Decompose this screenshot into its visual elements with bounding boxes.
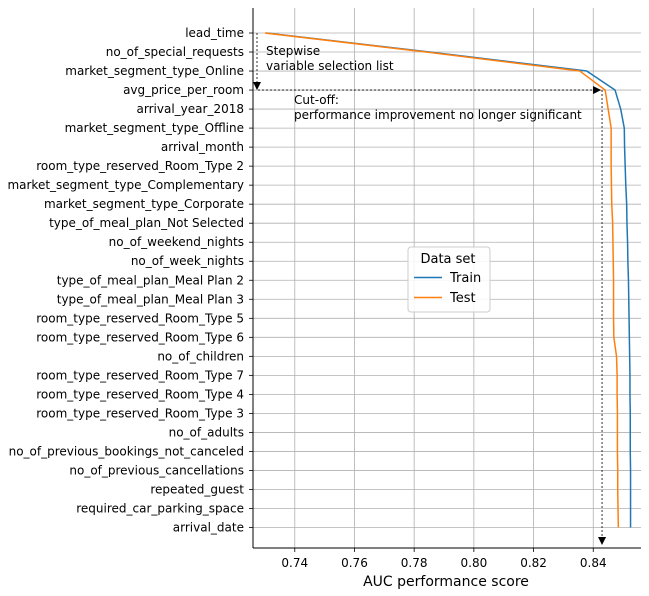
series-line-test [264,32,620,528]
x-tick-label-0-84: 0.84 [580,556,607,570]
y-tick-label-market-segment-type-offline: market_segment_type_Offline [65,121,244,135]
x-tick-label-0-82: 0.82 [520,556,547,570]
series-line-train [266,32,632,528]
x-tick-label-0-76: 0.76 [341,556,368,570]
y-tick-label-no-of-previous-cancellations: no_of_previous_cancellations [69,463,244,477]
y-tick-label-market-segment-type-complementary: market_segment_type_Complementary [7,178,244,192]
y-tick-label-arrival-date: arrival_date [173,521,244,535]
x-tick-label-0-74: 0.74 [281,556,308,570]
x-tick-label-0-78: 0.78 [401,556,428,570]
annotation-cutoff-line-2: performance improvement no longer signif… [294,108,582,122]
y-tick-label-no-of-adults: no_of_adults [169,425,244,439]
x-axis-label: AUC performance score [363,574,529,590]
y-tick-label-room-type-reserved-room-type-4: room_type_reserved_Room_Type 4 [36,387,244,401]
y-tick-label-room-type-reserved-room-type-3: room_type_reserved_Room_Type 3 [36,406,244,420]
y-tick-label-repeated-guest: repeated_guest [150,482,244,496]
y-axis-ticks: lead_time no_of_special_requests market_se… [7,26,253,535]
y-tick-label-room-type-reserved-room-type-7: room_type_reserved_Room_Type 7 [36,368,244,382]
y-tick-label-no-of-special-requests: no_of_special_requests [106,45,244,59]
legend-title: Data set [420,252,475,267]
y-tick-label-no-of-weekend-nights: no_of_weekend_nights [109,235,244,249]
y-tick-label-arrival-year-2018: arrival_year_2018 [137,102,244,116]
y-tick-label-market-segment-type-corporate: market_segment_type_Corporate [44,197,244,211]
legend-frame [407,246,491,313]
y-tick-label-lead-time: lead_time [185,26,244,40]
legend-label-test: Test [449,291,476,306]
y-tick-label-no-of-week-nights: no_of_week_nights [131,254,244,268]
series-lines [264,32,632,528]
y-tick-label-market-segment-type-online: market_segment_type_Online [65,64,244,78]
x-axis-ticks: 0.74 0.76 0.78 0.80 0.82 0.84 [281,548,607,570]
y-tick-label-room-type-reserved-room-type-5: room_type_reserved_Room_Type 5 [36,311,244,325]
y-tick-label-type-of-meal-plan-meal-plan-2: type_of_meal_plan_Meal Plan 2 [57,273,244,287]
y-tick-label-avg-price-per-room: avg_price_per_room [123,83,244,97]
axes-spines [252,8,641,549]
annotation-stepwise-line-1: Stepwise [266,44,320,58]
y-tick-label-type-of-meal-plan-not-selected: type_of_meal_plan_Not Selected [49,216,244,230]
y-tick-label-no-of-previous-bookings-not-canceled: no_of_previous_bookings_not_canceled [9,444,244,458]
y-tick-label-type-of-meal-plan-meal-plan-3: type_of_meal_plan_Meal Plan 3 [57,292,244,306]
y-tick-label-room-type-reserved-room-type-6: room_type_reserved_Room_Type 6 [36,330,244,344]
annotation-cutoff-line-1: Cut-off: [294,93,339,107]
legend-label-train: Train [449,271,481,286]
x-tick-label-0-80: 0.80 [461,556,488,570]
y-tick-label-no-of-children: no_of_children [157,349,244,363]
annotation-stepwise-line-2: variable selection list [266,59,394,73]
y-tick-label-required-car-parking-space: required_car_parking_space [76,502,244,516]
y-tick-label-room-type-reserved-room-type-2: room_type_reserved_Room_Type 2 [36,159,244,173]
y-tick-label-arrival-month: arrival_month [161,140,244,154]
legend: Data set Train Test [407,246,491,313]
